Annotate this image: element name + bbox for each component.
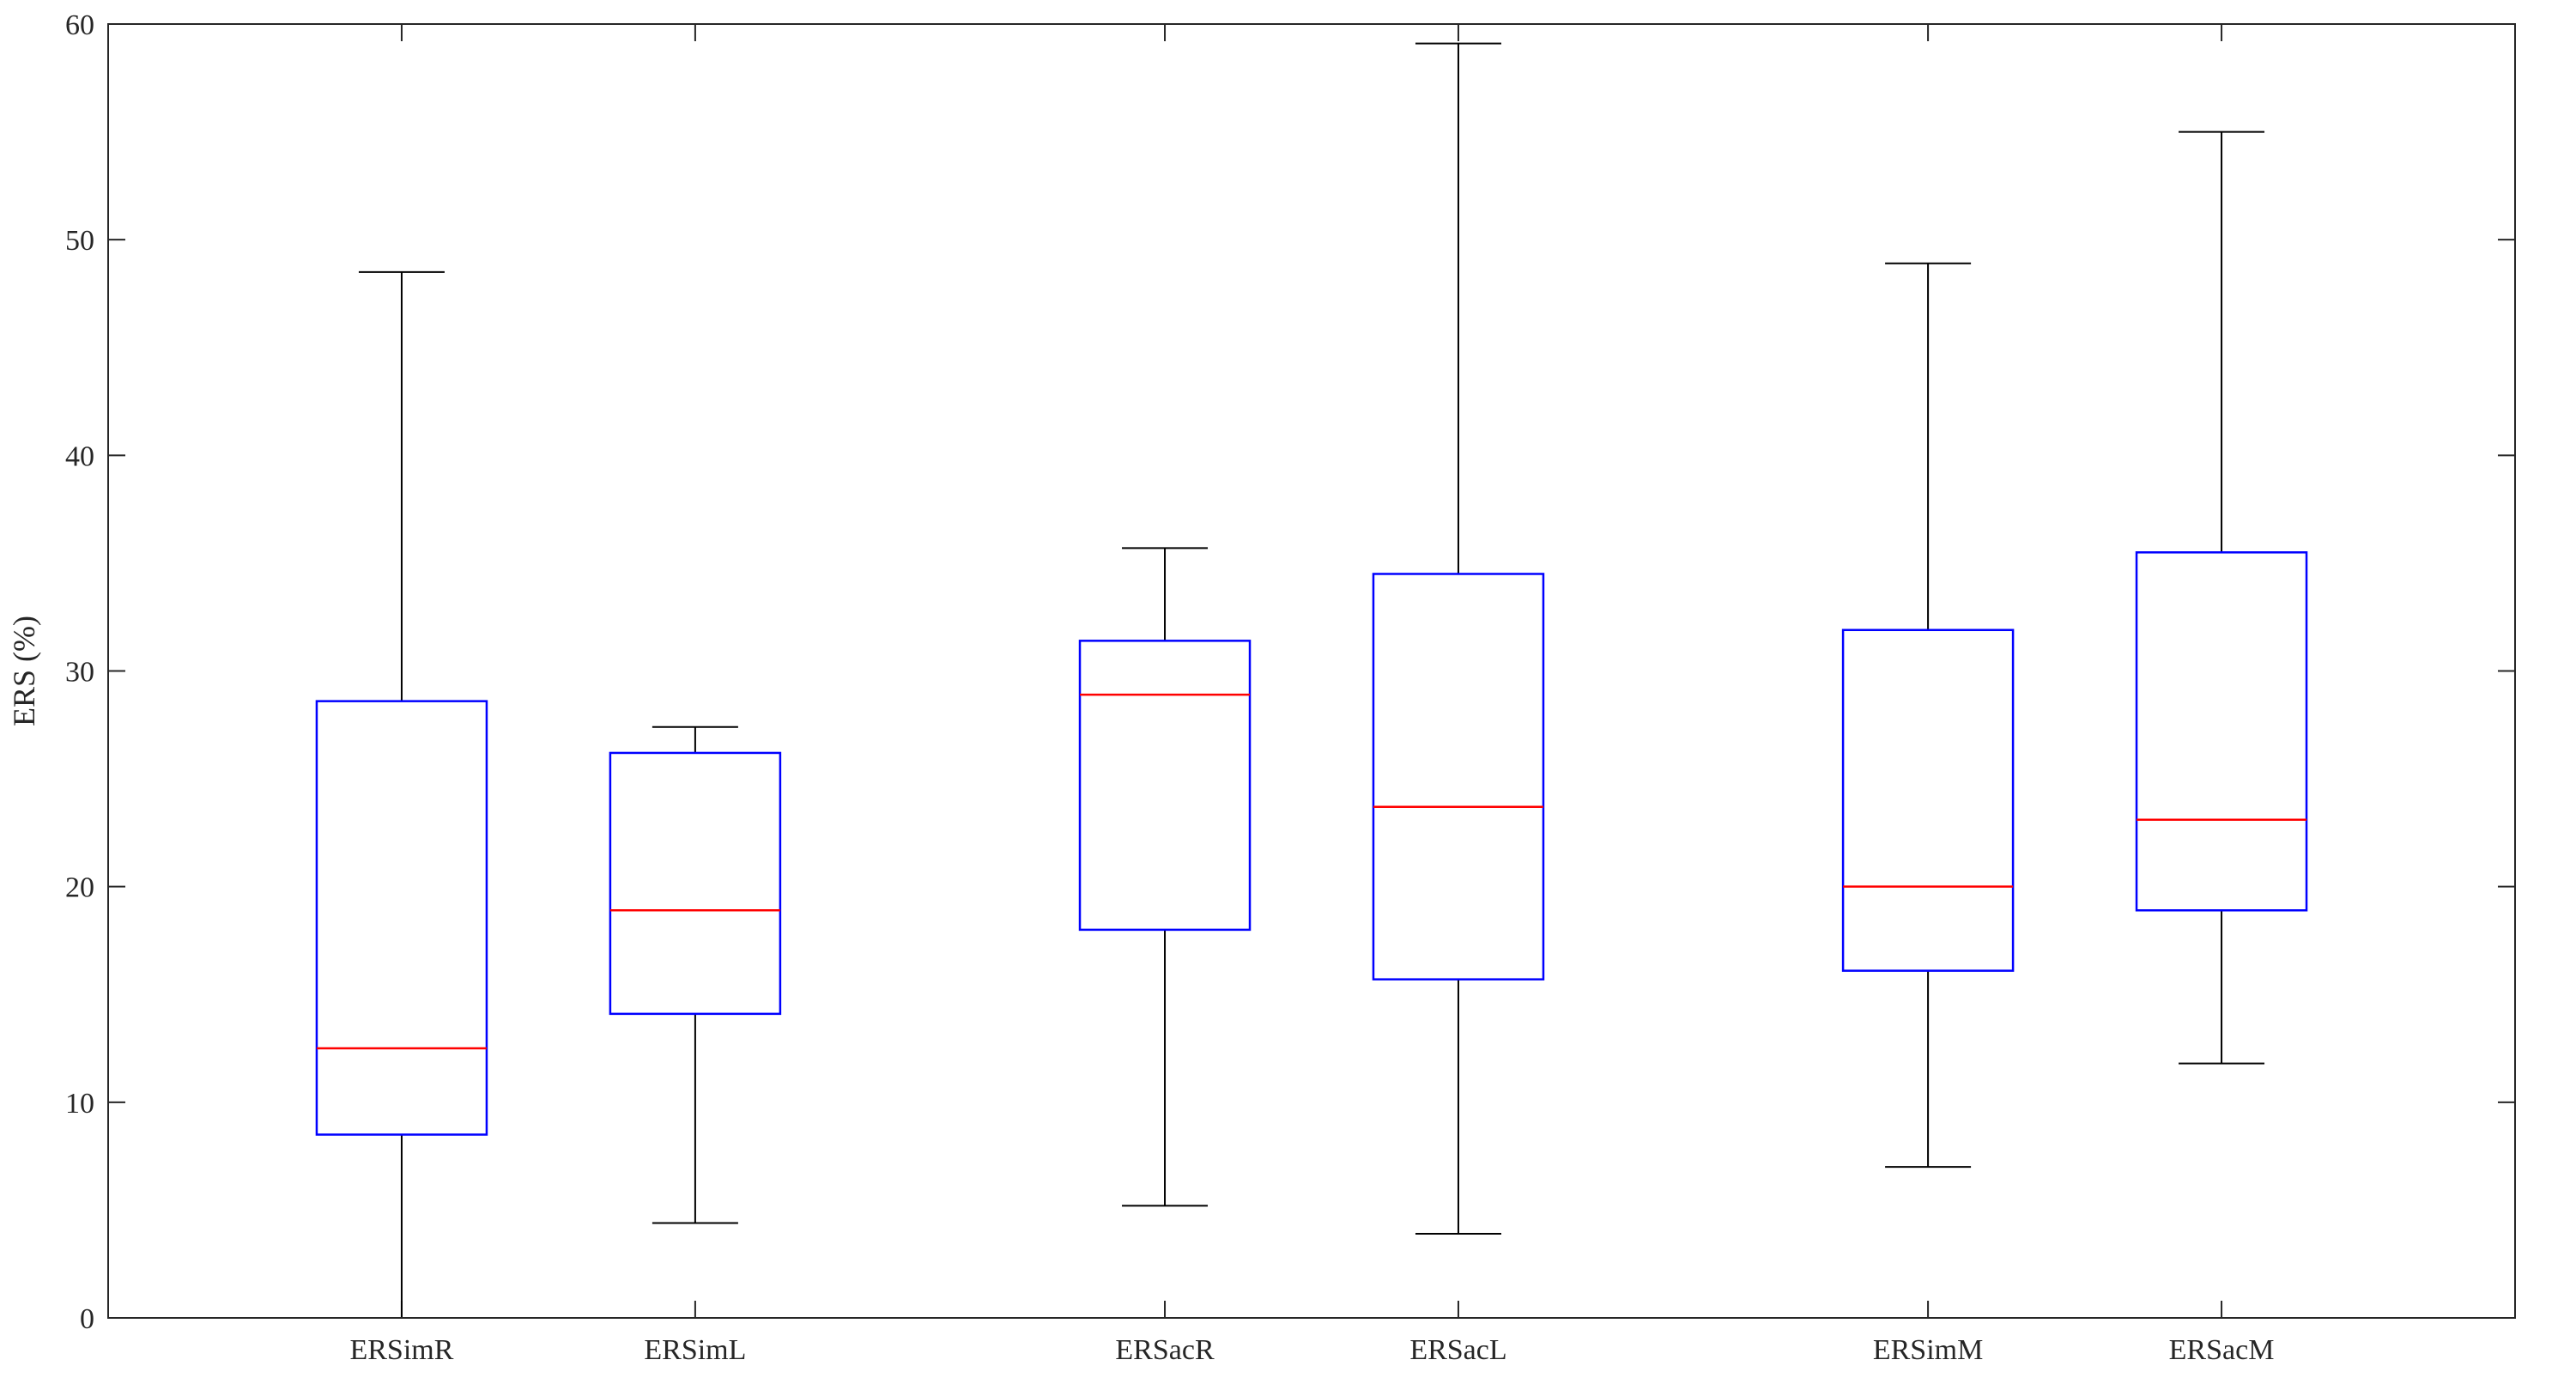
x-tick-label: ERSacL <box>1409 1334 1506 1366</box>
box-iqr <box>2135 551 2308 912</box>
box-ERSimM <box>1841 262 2015 1169</box>
box-iqr <box>1841 628 2015 972</box>
y-tick-label: 20 <box>65 872 94 904</box>
box-iqr <box>1078 640 1252 932</box>
y-tick-label: 50 <box>65 225 94 257</box>
box-iqr <box>609 751 782 1016</box>
y-tick-label: 30 <box>65 657 94 689</box>
x-tick-label: ERSacR <box>1115 1334 1215 1366</box>
x-tick-label: ERSimM <box>1873 1334 1983 1366</box>
y-axis-label: ERS (%) <box>7 616 41 726</box>
box-iqr <box>315 700 488 1136</box>
x-tick-label: ERSacM <box>2169 1334 2275 1366</box>
box-iqr <box>1372 573 1545 980</box>
box-series <box>315 42 2308 1319</box>
box-ERSimR <box>315 270 488 1319</box>
y-tick-label: 10 <box>65 1088 94 1120</box>
box-ERSacL <box>1372 42 1545 1235</box>
box-ERSimL <box>609 725 782 1224</box>
tick-labels: 0 10 20 30 40 50 60 ERSimR ERSimL ERSacR ERSacL ERS… <box>65 9 2274 1366</box>
box-ERSacR <box>1078 547 1252 1207</box>
x-tick-label: ERSimL <box>644 1334 746 1366</box>
plot-frame <box>107 23 2516 1319</box>
x-tick-label: ERSimR <box>349 1334 453 1366</box>
y-tick-label: 60 <box>65 9 94 41</box>
y-tick-label: 0 <box>80 1303 94 1335</box>
y-tick-label: 40 <box>65 440 94 472</box>
box-ERSacM <box>2135 131 2308 1065</box>
